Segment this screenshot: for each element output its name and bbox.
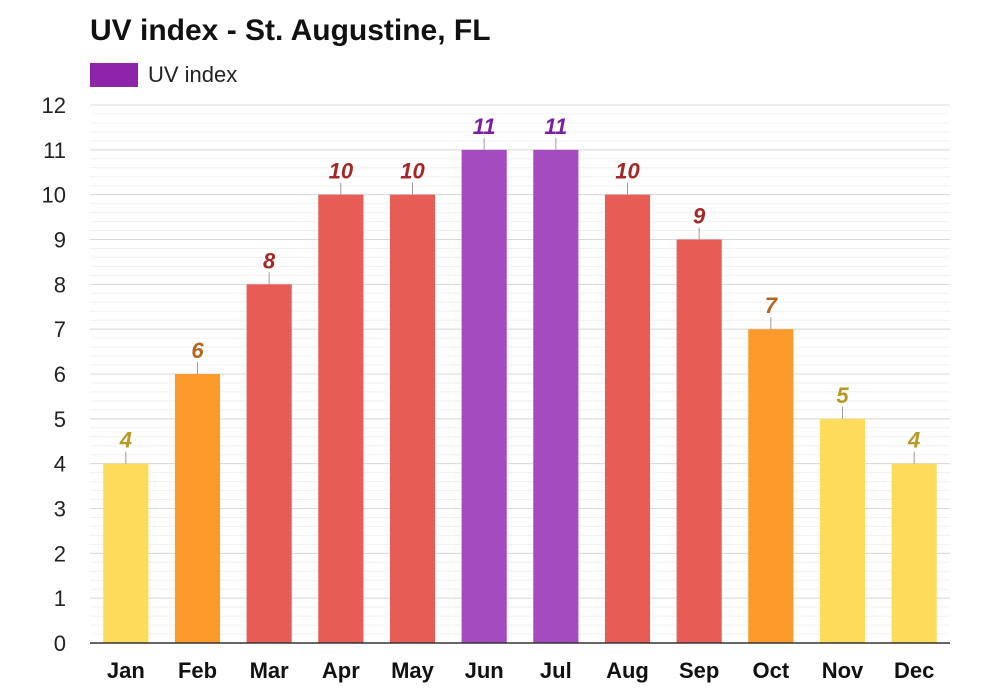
bar (246, 284, 292, 643)
bar (604, 194, 651, 643)
bar (103, 463, 149, 643)
bar (461, 149, 507, 644)
legend[interactable]: UV index (90, 62, 237, 88)
data-label: 10 (400, 159, 425, 184)
x-tick-label: Feb (178, 658, 217, 683)
bar (318, 194, 364, 643)
data-label: 7 (765, 293, 779, 318)
data-label: 8 (263, 248, 276, 273)
y-tick-label: 2 (54, 541, 66, 566)
x-tick-label: May (391, 658, 435, 683)
x-tick-label: Oct (752, 658, 789, 683)
x-tick-label: Sep (679, 658, 719, 683)
legend-label: UV index (148, 62, 238, 87)
y-tick-label: 5 (54, 407, 66, 432)
bar (891, 463, 937, 643)
bar (676, 239, 722, 643)
x-tick-label: Apr (322, 658, 360, 683)
data-label: 11 (544, 114, 567, 139)
bar (819, 418, 866, 643)
x-tick-label: Nov (822, 658, 864, 683)
data-label: 10 (615, 159, 640, 184)
x-tick-label: Dec (894, 658, 934, 683)
x-tick-label: Mar (250, 658, 290, 683)
legend-swatch (90, 63, 138, 87)
x-tick-label: Aug (606, 658, 649, 683)
data-label: 4 (907, 428, 920, 453)
data-label: 5 (836, 383, 849, 408)
bar (533, 149, 579, 644)
bar (174, 374, 221, 643)
y-tick-label: 0 (54, 631, 66, 656)
x-tick-label: Jul (540, 658, 572, 683)
bar (389, 194, 436, 643)
x-tick-label: Jan (107, 658, 145, 683)
data-label: 10 (329, 159, 354, 184)
y-tick-label: 8 (54, 272, 66, 297)
y-tick-label: 7 (54, 317, 66, 342)
y-tick-label: 6 (54, 362, 66, 387)
bar (748, 329, 794, 643)
chart-title: UV index - St. Augustine, FL (90, 14, 491, 47)
data-label: 11 (473, 114, 496, 139)
y-tick-label: 9 (54, 228, 66, 253)
y-tick-label: 11 (43, 138, 66, 163)
y-tick-label: 12 (42, 93, 66, 118)
y-tick-label: 1 (54, 586, 66, 611)
y-tick-label: 4 (54, 452, 66, 477)
data-label: 6 (191, 338, 204, 363)
x-tick-label: Jun (465, 658, 504, 683)
y-tick-label: 3 (54, 497, 66, 522)
y-tick-label: 10 (42, 183, 66, 208)
data-label: 4 (119, 428, 132, 453)
data-label: 9 (693, 204, 706, 229)
